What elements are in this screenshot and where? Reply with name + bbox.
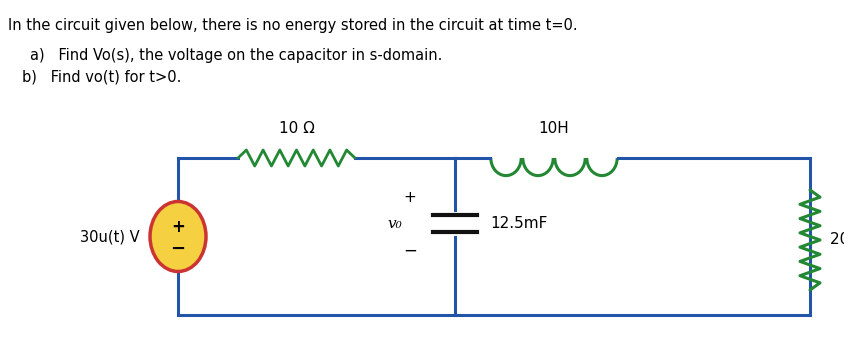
Text: 30u(t) V: 30u(t) V — [80, 229, 140, 244]
Text: −: − — [170, 239, 186, 258]
Text: 20 Ω: 20 Ω — [829, 233, 844, 248]
Text: +: + — [170, 217, 185, 236]
Text: −: − — [403, 242, 416, 260]
Text: b)   Find vo(t) for t>0.: b) Find vo(t) for t>0. — [22, 70, 181, 85]
Text: a)   Find Vo(s), the voltage on the capacitor in s-domain.: a) Find Vo(s), the voltage on the capaci… — [30, 48, 442, 63]
Text: 10 Ω: 10 Ω — [279, 121, 314, 136]
Ellipse shape — [150, 201, 206, 272]
Text: In the circuit given below, there is no energy stored in the circuit at time t=0: In the circuit given below, there is no … — [8, 18, 577, 33]
Text: 12.5mF: 12.5mF — [490, 216, 547, 231]
Text: v₀: v₀ — [387, 216, 402, 230]
Text: 10H: 10H — [538, 121, 569, 136]
Text: +: + — [403, 190, 416, 205]
